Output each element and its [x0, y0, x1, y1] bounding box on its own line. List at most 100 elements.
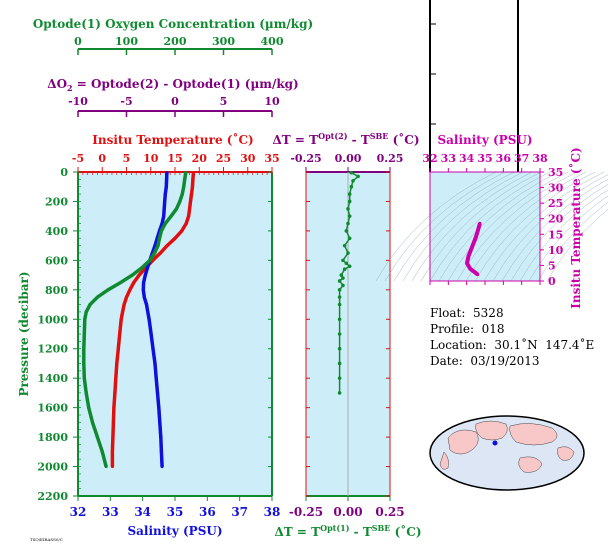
pressure-tick-label: 0 [60, 166, 68, 179]
delta-t-data-point [346, 221, 350, 226]
salinity-data-point [154, 376, 158, 380]
salinity-data-point [162, 214, 166, 218]
salinity-tick-label: 38 [264, 505, 281, 519]
density-contour [375, 171, 497, 282]
map-land-asia [475, 420, 508, 441]
oxygen-data-point [182, 185, 186, 189]
salinity-data-point [142, 280, 146, 285]
salinity-tick-label: 37 [231, 505, 248, 519]
temperature-data-point [128, 288, 132, 292]
density-contour [438, 171, 560, 282]
salinity-data-point [141, 288, 145, 292]
salinity-data-point [160, 221, 164, 226]
density-contour [447, 171, 569, 282]
temperature-data-point [124, 295, 129, 299]
oxygen-data-point [157, 236, 162, 240]
delta-t-data-point [337, 391, 342, 395]
ts-salinity-tick-label: 34 [459, 152, 475, 165]
delta-t-data-point [342, 267, 347, 272]
delta-o2-axis: ΔO2 = Optode(2) - Optode(1) (µm/kg) -10 -… [47, 77, 299, 117]
temperature-data-point [137, 273, 141, 277]
delta-t-data-point [346, 251, 350, 255]
temperature-data-point [132, 280, 136, 285]
map-land-north [509, 423, 558, 446]
oxygen-data-point [90, 420, 95, 424]
temperature-data-point [114, 376, 118, 380]
pressure-tick-label: 2200 [37, 490, 68, 503]
salinity-data-point [159, 435, 163, 439]
density-contour [546, 209, 608, 282]
delta-t-panel: ΔT = TOpt(2) - TSBE (˚C) -0.25 -0.25 0.00 0… [273, 131, 422, 539]
delta-t-data-point [347, 199, 352, 204]
temperature-data-point [189, 192, 194, 196]
oxygen-data-point [95, 295, 99, 299]
pressure-tick-label: 1200 [37, 343, 68, 356]
temperature-data-point [188, 199, 193, 204]
ts-data-point [474, 235, 478, 239]
density-contour [402, 171, 524, 282]
oxygen-data-point [183, 177, 187, 181]
ts-data-point [473, 270, 477, 274]
temperature-data-point [116, 347, 120, 351]
main-profile-panel: Insitu Temperature (˚C) -5 0 5 10 15 20 25 30 35… [17, 132, 280, 538]
map-land-australia [518, 456, 543, 473]
temperature-tick-label: 15 [167, 152, 182, 165]
delta-t-data-point [341, 258, 345, 263]
temperature-data-point [115, 361, 119, 366]
density-contour [519, 189, 608, 282]
salinity-axis-label: Salinity (PSU) [127, 524, 222, 538]
salinity-tick-label: 34 [134, 505, 151, 519]
delta-o2-tick-label: 5 [220, 95, 228, 108]
temperature-data-point [119, 317, 123, 321]
ts-salinity-tick-label: 33 [441, 152, 456, 165]
ts-salinity-tick-label: 38 [532, 152, 548, 165]
oxygen-data-point [104, 464, 108, 469]
delta-t-data-point [337, 279, 342, 283]
pressure-tick-label: 600 [45, 254, 68, 267]
temperature-data-point [111, 420, 116, 424]
oxygen-data-point [178, 199, 182, 204]
salinity-data-point [149, 332, 153, 336]
oxygen-tick-label: 400 [261, 35, 284, 48]
delta-t-data-point [344, 229, 349, 233]
oxygen-data-point [156, 244, 160, 248]
ts-data-point [476, 272, 480, 277]
ts-temp-tick-label: 20 [548, 213, 564, 226]
oxygen-data-point [140, 266, 144, 270]
pressure-tick-label: 1000 [37, 313, 68, 326]
oxygen-data-point [180, 192, 184, 196]
delta-t-data-point [347, 264, 352, 269]
map-land-south-america [439, 451, 449, 470]
delta-t-data-point [341, 283, 345, 288]
map-land-africa [557, 446, 575, 461]
delta-t-data-point [349, 170, 354, 175]
oxygen-axis: Optode(1) Oxygen Concentration (µm/kg) 0… [33, 17, 313, 55]
delta-t-data-point [339, 273, 344, 277]
ts-salinity-tick-label: 32 [422, 152, 437, 165]
temperature-data-point [186, 214, 191, 218]
ts-temp-tick-label: 0 [548, 275, 556, 288]
ts-data-point [470, 245, 474, 249]
delta-t-data-point [337, 295, 342, 299]
ts-data-point [476, 226, 481, 230]
salinity-data-point [158, 420, 162, 424]
temperature-tick-label: 0 [98, 152, 106, 165]
temperature-data-point [180, 229, 184, 233]
salinity-data-point [145, 266, 150, 270]
temperature-data-point [173, 236, 177, 240]
profile-number: Profile: 018 [430, 322, 505, 336]
oxygen-data-point [169, 214, 173, 218]
oxygen-data-point [82, 347, 86, 351]
temperature-data-point [113, 391, 117, 395]
ts-salinity-tick-label: 37 [514, 152, 529, 165]
oxygen-data-point [184, 171, 188, 175]
salinity-data-point [151, 347, 155, 351]
delta-t-data-point [337, 376, 342, 380]
ts-temperature-label: Insitu Temperature (˚C) [568, 147, 583, 308]
delta-t1-tick-label: 0.00 [333, 505, 362, 519]
oxygen-data-point [95, 435, 99, 439]
temperature-data-point [184, 221, 188, 226]
ts-data-point [466, 254, 471, 258]
date: Date: 03/19/2013 [430, 354, 540, 368]
